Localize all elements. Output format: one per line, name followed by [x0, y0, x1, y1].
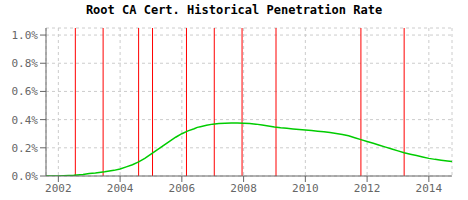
svg-text:2006: 2006: [169, 182, 196, 195]
svg-text:0.0%: 0.0%: [12, 170, 39, 183]
svg-text:1.0%: 1.0%: [12, 29, 39, 42]
svg-text:0.8%: 0.8%: [12, 57, 39, 70]
svg-text:2014: 2014: [416, 182, 443, 195]
html-text:Root CA Cert. Historical Penet: Root CA Cert. Historical Penetration Rat…: [85, 3, 383, 17]
svg-text:2008: 2008: [230, 182, 257, 195]
svg-text:0.6%: 0.6%: [12, 85, 39, 98]
svg-text:0.4%: 0.4%: [12, 114, 39, 127]
svg-text:2002: 2002: [45, 182, 72, 195]
svg-text:0.2%: 0.2%: [12, 142, 39, 155]
svg-text:2012: 2012: [354, 182, 381, 195]
svg-text:2010: 2010: [292, 182, 319, 195]
svg-text:2004: 2004: [107, 182, 134, 195]
